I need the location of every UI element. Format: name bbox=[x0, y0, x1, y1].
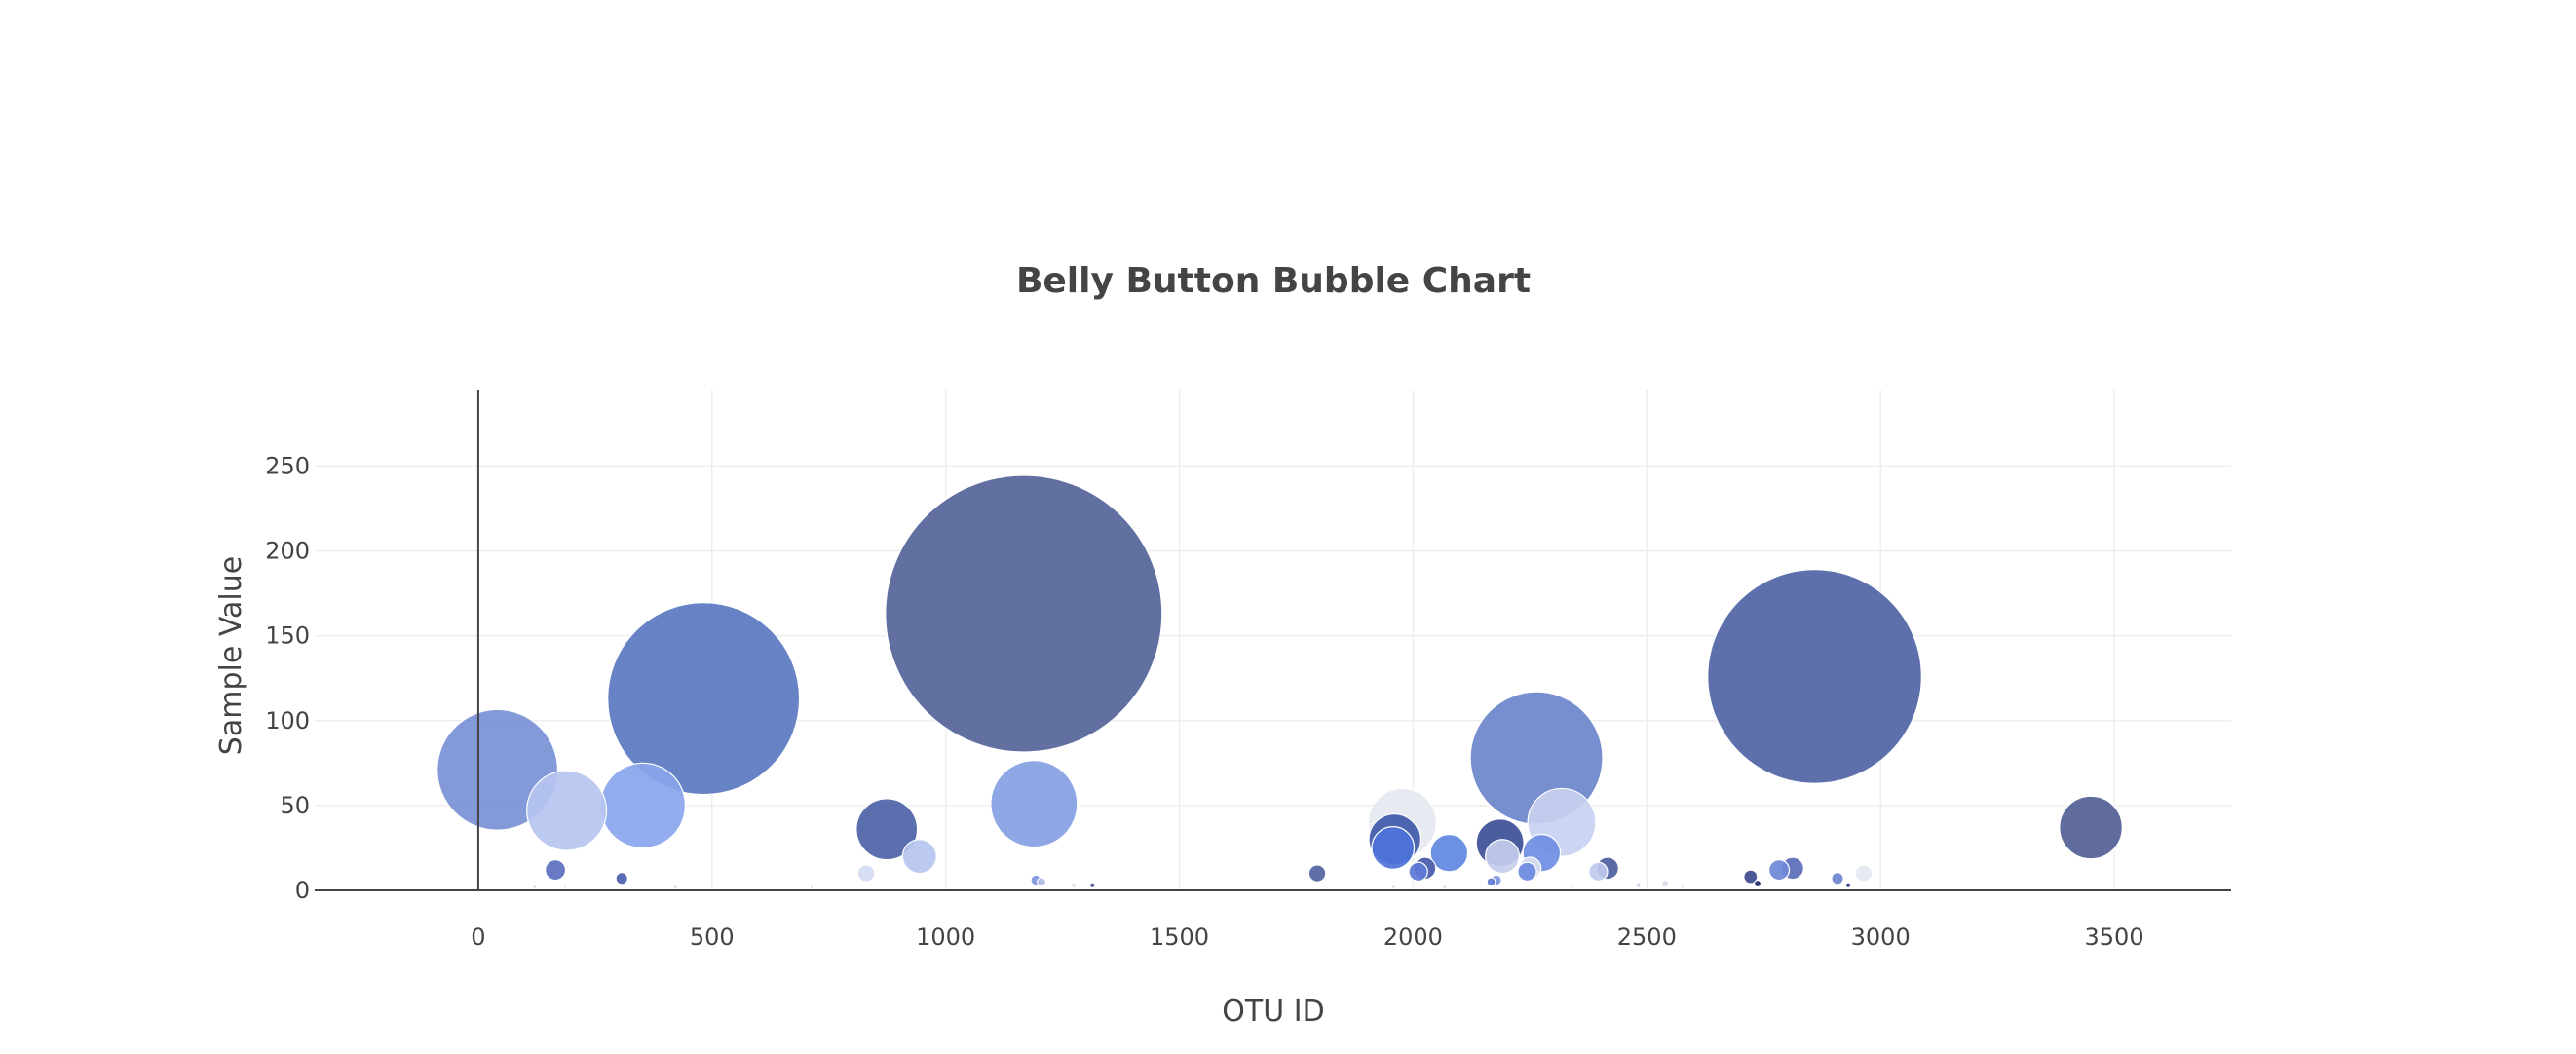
data-bubble bbox=[1588, 861, 1609, 883]
data-bubble bbox=[1635, 882, 1642, 888]
data-bubble bbox=[607, 602, 801, 796]
data-bubble bbox=[1390, 885, 1396, 889]
y-axis-title: Sample Value bbox=[214, 556, 248, 755]
data-bubble bbox=[1831, 872, 1844, 885]
data-bubble bbox=[990, 760, 1079, 848]
data-bubble bbox=[1570, 885, 1574, 889]
data-bubble bbox=[1486, 877, 1496, 887]
data-bubble bbox=[1371, 826, 1416, 870]
data-bubble bbox=[1307, 864, 1327, 883]
chart-title: Belly Button Bubble Chart bbox=[1016, 261, 1531, 301]
data-bubble bbox=[1680, 885, 1686, 889]
data-bubble bbox=[1844, 882, 1852, 888]
data-bubble bbox=[1037, 877, 1046, 887]
y-tick-label: 50 bbox=[280, 792, 310, 819]
data-bubble bbox=[856, 864, 876, 883]
axis-layer: 0 500 1000 1500 2000 2500 3000 3500 0 50 100 150 200… bbox=[265, 390, 2231, 951]
data-bubble bbox=[615, 872, 628, 885]
data-bubble bbox=[1854, 864, 1874, 883]
x-tick-label: 0 bbox=[471, 923, 485, 951]
data-bubble bbox=[526, 770, 608, 851]
data-bubble bbox=[1070, 882, 1078, 888]
data-bubble bbox=[562, 885, 568, 889]
data-bubble bbox=[1429, 833, 1469, 873]
data-bubble bbox=[1743, 869, 1759, 885]
data-bubble bbox=[1089, 882, 1096, 888]
data-bubble bbox=[1753, 879, 1762, 888]
data-bubble bbox=[855, 798, 919, 861]
x-tick-label: 1500 bbox=[1150, 923, 1209, 951]
data-bubble bbox=[885, 474, 1163, 753]
x-tick-label: 3000 bbox=[1851, 923, 1911, 951]
data-bubble bbox=[1707, 569, 1922, 784]
data-bubble bbox=[2059, 795, 2123, 860]
x-tick-label: 2000 bbox=[1383, 923, 1443, 951]
data-bubble bbox=[1442, 885, 1447, 889]
y-tick-label: 150 bbox=[265, 622, 310, 650]
y-tick-label: 100 bbox=[265, 707, 310, 734]
data-bubble bbox=[901, 839, 937, 875]
data-bubble bbox=[1485, 839, 1521, 875]
data-bubble bbox=[673, 885, 678, 889]
y-tick-label: 0 bbox=[295, 877, 310, 904]
data-bubble bbox=[1768, 859, 1791, 882]
y-tick-label: 200 bbox=[265, 538, 310, 565]
data-bubble bbox=[1660, 879, 1670, 888]
x-tick-label: 500 bbox=[690, 923, 735, 951]
x-tick-label: 2500 bbox=[1617, 923, 1677, 951]
bubble-layer bbox=[436, 474, 2123, 889]
data-bubble bbox=[532, 885, 538, 889]
y-tick-label: 250 bbox=[265, 452, 310, 479]
data-bubble bbox=[545, 859, 567, 882]
data-bubble bbox=[599, 762, 686, 849]
data-bubble bbox=[1408, 861, 1428, 883]
data-bubble bbox=[809, 885, 814, 889]
x-tick-label: 3500 bbox=[2085, 923, 2144, 951]
x-axis-title: OTU ID bbox=[1222, 995, 1324, 1029]
x-tick-label: 1000 bbox=[916, 923, 975, 951]
data-bubble bbox=[1517, 861, 1537, 883]
